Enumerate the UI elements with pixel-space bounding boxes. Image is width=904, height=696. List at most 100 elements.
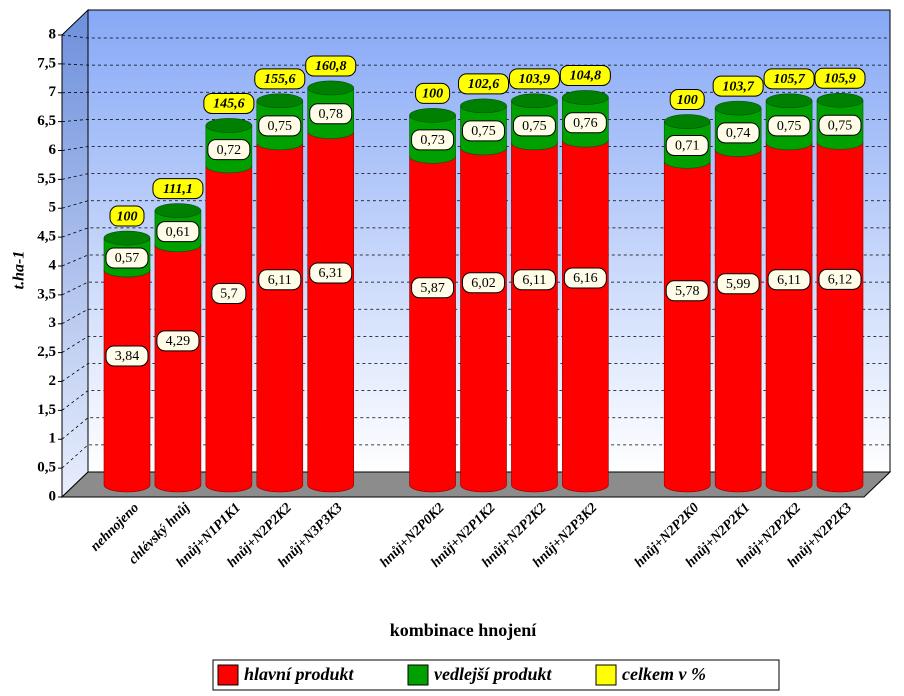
value-label-box [156,330,200,352]
bar-segment [460,140,507,493]
y-tick-label: 5 [49,200,57,216]
value-label-group: 3,84 [105,345,149,367]
value-label-box [411,129,455,151]
value-label: 0,57 [115,251,140,266]
value-label: 6,12 [828,273,853,288]
total-label-group: 102,6 [458,73,509,95]
grid-line [61,335,890,353]
total-label-group: 100 [109,205,145,227]
value-label: 3,84 [115,349,140,364]
bar-top [256,93,304,109]
total-label: 104,8 [570,69,602,84]
grid-line [61,63,890,66]
value-label-box [716,122,760,144]
bar-segment [511,135,558,493]
total-label: 100 [422,87,443,102]
y-axis-title: t.ha-1 [11,251,28,290]
bar [256,142,304,493]
x-tick-label: nehnojeno [88,500,142,554]
grid-line [61,118,890,123]
bar [460,147,507,493]
value-label-box [411,277,455,299]
total-label-box [458,73,509,95]
value-label-group: 6,11 [258,269,302,291]
total-label-box [712,75,764,97]
value-label: 0,71 [675,139,700,154]
bar-segment [816,134,864,493]
total-label: 102,6 [468,77,500,92]
value-label-box [563,112,607,134]
value-label: 0,75 [828,118,853,133]
value-label: 0,75 [522,119,547,134]
value-label: 4,29 [166,334,191,349]
total-label: 160,8 [315,59,347,74]
y-tick-label: 3 [49,315,57,331]
value-label-group: 0,75 [767,115,811,137]
value-label: 0,78 [318,107,343,122]
x-axis-title: kombinace hnojení [390,620,538,640]
bar-segment [714,142,762,493]
value-label-box [105,345,149,367]
value-label-box [462,272,505,294]
value-label-group: 0,57 [105,247,149,269]
value-label: 6,02 [471,276,496,291]
grid-line [61,91,890,94]
total-label: 103,9 [519,72,551,87]
total-label: 100 [117,209,138,224]
y-tick-label: 1 [49,431,57,447]
value-label: 0,61 [166,225,191,240]
value-label-group: 0,78 [309,103,353,125]
bar-segment [103,262,151,493]
total-label: 105,9 [824,71,856,86]
bar [205,165,253,493]
value-label: 0,75 [777,119,802,134]
total-label: 145,6 [213,97,245,112]
bar-segment [205,158,253,493]
bar [103,269,151,493]
bar-top [460,98,507,114]
value-label-group: 0,61 [156,221,200,243]
bar-segment [307,124,355,493]
bar-top [511,93,558,109]
total-label-group: 111,1 [152,178,204,200]
bar-top [562,90,609,105]
total-label-group: 145,6 [203,92,255,114]
value-label: 0,73 [420,133,445,148]
total-label: 155,6 [264,72,296,87]
legend-label: hlavní produkt [244,664,355,684]
y-tick-label: 3,5 [37,286,56,302]
bar-segment [765,135,813,493]
legend-label: vedlejší produkt [434,664,552,684]
value-label-box [258,115,302,137]
grid-line [61,390,890,411]
value-label-box [665,280,709,302]
total-label-group: 103,7 [712,75,764,97]
total-label-box [559,64,611,86]
value-label: 0,74 [726,126,751,141]
value-label: 0,75 [268,119,293,134]
value-label: 5,7 [220,287,238,302]
grid-line [61,146,890,151]
bar-segment [256,135,304,493]
total-label: 111,1 [163,182,193,197]
bar-top [663,114,711,129]
bar [714,149,762,493]
total-label: 105,7 [773,72,806,87]
bar-top [307,80,355,96]
legend-swatch [595,664,617,686]
y-tick-label: 1,5 [37,402,56,418]
bar-top [816,92,864,108]
bar-segment [409,148,456,493]
total-label-box [415,82,451,104]
value-label-box [105,247,149,269]
value-label-group: 6,16 [563,267,607,289]
value-label: 5,78 [675,284,700,299]
total-label-box [152,178,204,200]
grid-line [61,173,890,180]
value-label-group: 0,75 [512,115,556,137]
value-label-box [258,269,302,291]
value-label-group: 0,75 [258,115,302,137]
value-label-box [207,139,251,161]
total-label: 100 [677,93,698,108]
